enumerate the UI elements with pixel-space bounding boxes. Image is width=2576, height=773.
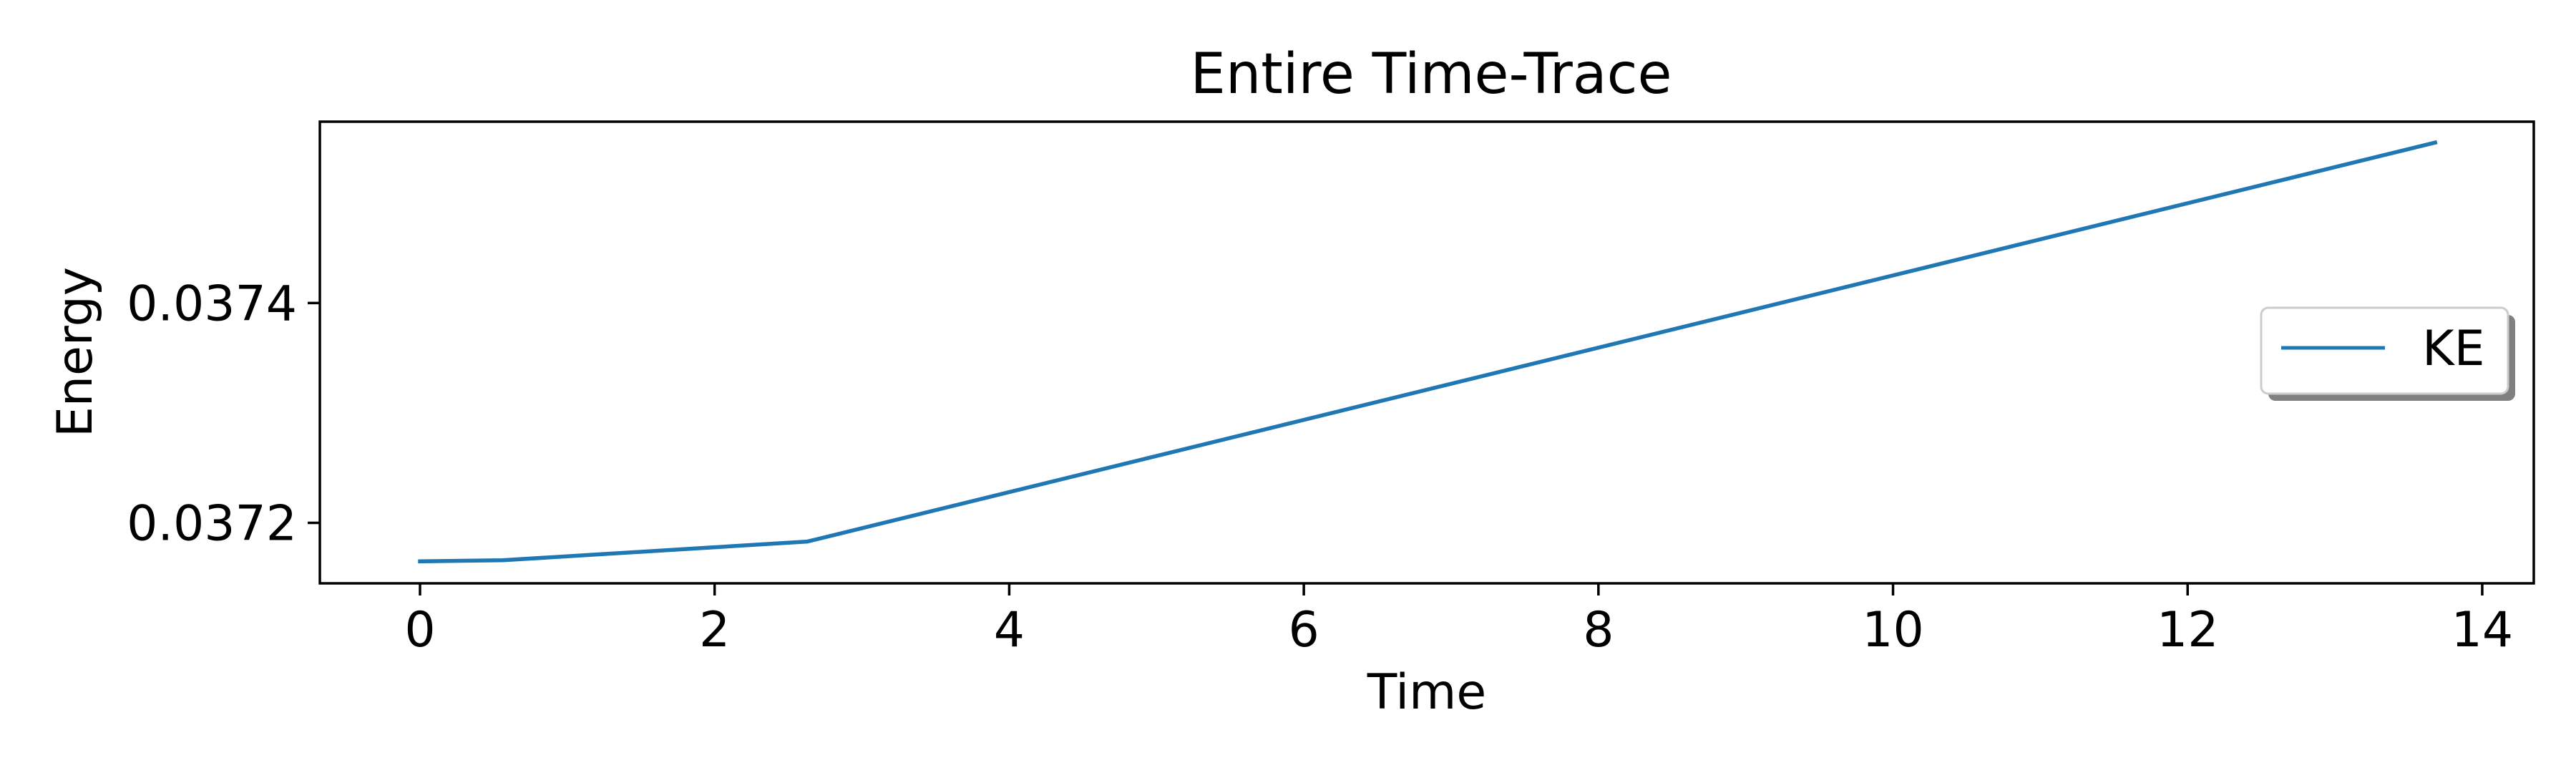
x-axis-ticks: 0 2 4 6 8 10 12 14 <box>404 583 2513 658</box>
plot-frame <box>318 120 2535 585</box>
x-tick-label: 2 <box>699 602 730 658</box>
legend-box <box>2260 306 2509 395</box>
x-tick-label: 0 <box>404 602 435 658</box>
x-tick-label: 4 <box>994 602 1025 658</box>
x-tick-label: 12 <box>2157 602 2219 658</box>
y-axis-ticks: 0.0372 0.0374 <box>127 276 320 553</box>
x-tick-label: 6 <box>1288 602 1319 658</box>
legend-label-ke: KE <box>2422 321 2485 377</box>
x-tick-label: 8 <box>1583 602 1614 658</box>
x-tick-label: 14 <box>2451 602 2514 658</box>
x-tick-label: 10 <box>1862 602 1924 658</box>
series-layer <box>418 140 2438 564</box>
y-axis-label: Energy <box>47 267 104 437</box>
legend: KE <box>2260 306 2515 401</box>
series-line-ke <box>418 140 2438 564</box>
y-tick-label: 0.0374 <box>127 276 297 332</box>
y-tick-label: 0.0372 <box>127 496 297 553</box>
x-axis-label: Time <box>1367 664 1486 721</box>
chart-title: Entire Time-Trace <box>1191 42 1672 107</box>
